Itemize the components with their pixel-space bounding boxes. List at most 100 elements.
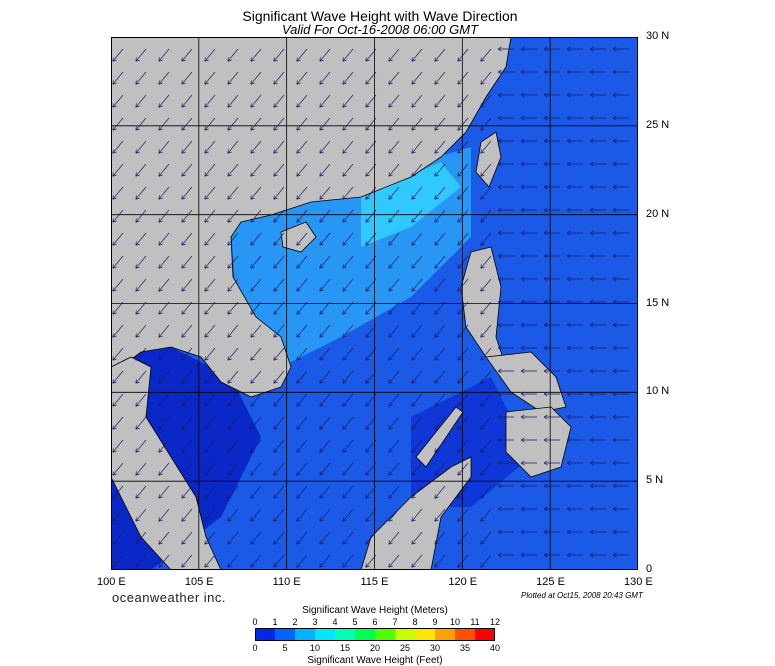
wave-direction-arrow (135, 347, 147, 361)
wave-direction-arrow (204, 140, 216, 154)
wave-direction-arrow (520, 138, 537, 144)
wave-direction-arrow (250, 209, 262, 223)
wave-direction-arrow (319, 485, 331, 499)
wave-direction-arrow (497, 414, 514, 420)
legend-feet-tick: 30 (429, 643, 441, 653)
wave-direction-arrow (112, 48, 124, 62)
wave-direction-arrow (612, 391, 629, 397)
wave-direction-arrow (543, 345, 560, 351)
wave-direction-arrow (457, 462, 469, 476)
wave-direction-arrow (457, 324, 469, 338)
wave-direction-arrow (296, 439, 308, 453)
wave-direction-arrow (112, 370, 124, 384)
wave-direction-arrow (181, 117, 193, 131)
wave-direction-arrow (342, 416, 354, 430)
wave-direction-arrow (365, 462, 377, 476)
wave-direction-arrow (520, 414, 537, 420)
wave-direction-arrow (342, 508, 354, 522)
wave-direction-arrow (589, 184, 606, 190)
wave-direction-arrow (273, 485, 285, 499)
wave-direction-arrow (319, 186, 331, 200)
longitude-tick-label: 105 E (184, 576, 214, 588)
wave-direction-arrow (342, 370, 354, 384)
wave-direction-arrow (612, 345, 629, 351)
wave-direction-arrow (342, 209, 354, 223)
wave-direction-arrow (497, 437, 514, 443)
wave-direction-arrow (204, 209, 216, 223)
wave-direction-arrow (342, 347, 354, 361)
wave-direction-arrow (135, 255, 147, 269)
latitude-tick-label: 10 N (646, 385, 670, 398)
wave-direction-arrow (296, 140, 308, 154)
wave-direction-arrow (158, 163, 170, 177)
wave-direction-arrow (457, 370, 469, 384)
wave-direction-arrow (181, 554, 193, 568)
legend-feet-tick: 10 (309, 643, 321, 653)
wave-direction-arrow (227, 393, 239, 407)
legend-color-segment (275, 628, 296, 641)
map-subtitle: Valid For Oct-16-2008 06:00 GMT (281, 22, 479, 37)
wave-direction-arrow (204, 439, 216, 453)
wave-direction-arrow (342, 439, 354, 453)
wave-direction-arrow (342, 163, 354, 177)
wave-direction-arrow (250, 324, 262, 338)
wave-direction-arrow (457, 186, 469, 200)
peak-wave-zone (361, 162, 461, 247)
wave-direction-arrow (589, 92, 606, 98)
wave-direction-arrow (543, 207, 560, 213)
wave-direction-arrow (365, 531, 377, 545)
wave-direction-arrow (365, 186, 377, 200)
wave-direction-arrow (319, 416, 331, 430)
wave-direction-arrow (434, 94, 446, 108)
wave-direction-arrow (497, 207, 514, 213)
wave-direction-arrow (365, 140, 377, 154)
wave-direction-arrow (457, 508, 469, 522)
wave-direction-arrow (181, 232, 193, 246)
wave-direction-arrow (250, 393, 262, 407)
wave-direction-arrow (365, 278, 377, 292)
wave-direction-arrow (227, 416, 239, 430)
wave-direction-arrow (181, 94, 193, 108)
wave-direction-arrow (319, 255, 331, 269)
wave-direction-arrow (296, 485, 308, 499)
wave-direction-arrow (296, 186, 308, 200)
wave-direction-arrow (112, 485, 124, 499)
wave-direction-arrow (457, 301, 469, 315)
wave-direction-arrow (296, 508, 308, 522)
map-title: Significant Wave Height with Wave Direct… (242, 8, 518, 24)
legend-feet-tick: 5 (282, 643, 288, 653)
wave-direction-arrow (204, 508, 216, 522)
wave-direction-arrow (204, 347, 216, 361)
wave-direction-arrow (135, 301, 147, 315)
wave-direction-arrow (112, 232, 124, 246)
wave-direction-arrow (181, 71, 193, 85)
legend-feet-tick: 15 (339, 643, 351, 653)
legend-color-segment (315, 628, 336, 641)
wave-direction-arrow (227, 278, 239, 292)
wave-direction-arrow (480, 163, 492, 177)
wave-direction-arrow (411, 140, 423, 154)
wave-direction-arrow (480, 186, 492, 200)
legend-feet-tick: 35 (459, 643, 471, 653)
legend-color-segment (335, 628, 356, 641)
wave-direction-arrow (457, 347, 469, 361)
wave-direction-arrow (227, 255, 239, 269)
wave-direction-arrow (227, 370, 239, 384)
wave-direction-arrow (158, 71, 170, 85)
wave-direction-arrow (388, 508, 400, 522)
wave-direction-arrow (457, 140, 469, 154)
wave-direction-arrow (434, 370, 446, 384)
wave-direction-arrow (296, 94, 308, 108)
wave-direction-arrow (250, 48, 262, 62)
wave-direction-arrow (227, 439, 239, 453)
wave-direction-arrow (135, 324, 147, 338)
wave-direction-arrow (250, 255, 262, 269)
wave-direction-arrow (480, 48, 492, 62)
legend-feet-tick: 25 (399, 643, 411, 653)
wave-direction-arrow (434, 462, 446, 476)
wave-direction-arrow (112, 462, 124, 476)
wave-direction-arrow (135, 416, 147, 430)
wave-direction-arrow (227, 301, 239, 315)
longitude-tick-label: 100 E (97, 576, 126, 588)
wave-direction-arrow (520, 299, 537, 305)
